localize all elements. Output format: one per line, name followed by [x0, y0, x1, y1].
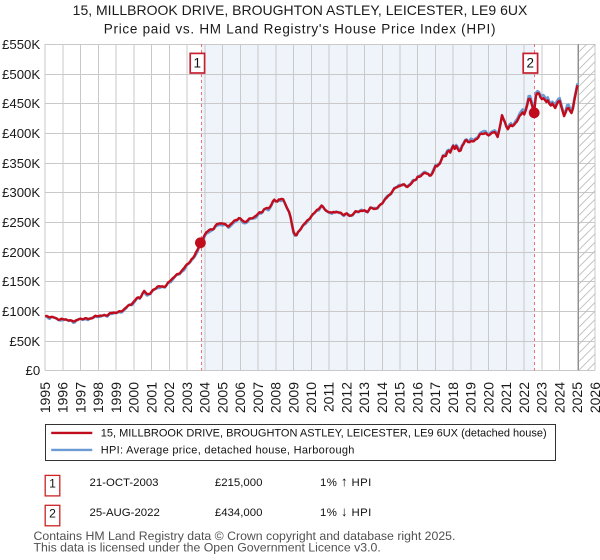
svg-text:2010: 2010 — [303, 382, 319, 413]
svg-text:1997: 1997 — [72, 382, 88, 413]
svg-text:2014: 2014 — [374, 382, 390, 413]
svg-text:2016: 2016 — [409, 382, 425, 413]
svg-text:1998: 1998 — [90, 382, 106, 413]
svg-text:1% ↑ HPI: 1% ↑ HPI — [320, 474, 372, 489]
svg-text:£500K: £500K — [2, 67, 40, 82]
svg-text:1995: 1995 — [37, 382, 53, 413]
svg-text:£350K: £350K — [2, 156, 40, 171]
svg-text:2002: 2002 — [161, 382, 177, 413]
svg-text:£550K: £550K — [2, 37, 40, 52]
svg-text:2005: 2005 — [214, 382, 230, 413]
svg-text:2020: 2020 — [480, 382, 496, 413]
svg-text:£434,000: £434,000 — [215, 507, 263, 519]
svg-text:2001: 2001 — [143, 382, 159, 413]
svg-text:Contains HM Land Registry data: Contains HM Land Registry data © Crown c… — [34, 529, 456, 543]
svg-text:2003: 2003 — [179, 382, 195, 413]
svg-text:15, MILLBROOK DRIVE, BROUGHTON: 15, MILLBROOK DRIVE, BROUGHTON ASTLEY, L… — [73, 2, 528, 18]
svg-text:£50K: £50K — [9, 334, 40, 349]
svg-text:2022: 2022 — [516, 382, 532, 413]
svg-text:2: 2 — [49, 506, 56, 520]
svg-text:This data is licensed under th: This data is licensed under the Open Gov… — [34, 541, 381, 555]
svg-text:£150K: £150K — [2, 274, 40, 289]
svg-text:2013: 2013 — [356, 382, 372, 413]
svg-text:£215,000: £215,000 — [215, 477, 263, 489]
svg-text:£300K: £300K — [2, 185, 40, 200]
svg-text:2012: 2012 — [339, 382, 355, 413]
svg-text:2006: 2006 — [232, 382, 248, 413]
svg-text:2018: 2018 — [445, 382, 461, 413]
svg-text:2015: 2015 — [392, 382, 408, 413]
svg-text:£0: £0 — [26, 363, 41, 378]
svg-text:£450K: £450K — [2, 96, 40, 111]
svg-text:Price paid vs. HM Land Registr: Price paid vs. HM Land Registry's House … — [104, 22, 497, 37]
svg-text:HPI: Average price, detached h: HPI: Average price, detached house, Harb… — [101, 445, 355, 457]
svg-text:2025: 2025 — [569, 382, 585, 413]
svg-text:2017: 2017 — [427, 382, 443, 413]
svg-text:2009: 2009 — [285, 382, 301, 413]
svg-text:15, MILLBROOK DRIVE, BROUGHTON: 15, MILLBROOK DRIVE, BROUGHTON ASTLEY, L… — [101, 428, 547, 440]
svg-text:21-OCT-2003: 21-OCT-2003 — [90, 477, 159, 489]
svg-text:2007: 2007 — [250, 382, 266, 413]
svg-text:1: 1 — [193, 56, 201, 71]
svg-text:25-AUG-2022: 25-AUG-2022 — [90, 507, 160, 519]
svg-text:2: 2 — [526, 56, 534, 71]
svg-text:2004: 2004 — [197, 382, 213, 413]
svg-text:2000: 2000 — [126, 382, 142, 413]
svg-text:£200K: £200K — [2, 245, 40, 260]
svg-text:1999: 1999 — [108, 382, 124, 413]
svg-text:2019: 2019 — [463, 382, 479, 413]
svg-text:1: 1 — [49, 476, 56, 490]
svg-text:2011: 2011 — [321, 382, 337, 412]
svg-text:1996: 1996 — [55, 382, 71, 413]
svg-text:2026: 2026 — [587, 382, 600, 413]
svg-text:£250K: £250K — [2, 215, 40, 230]
svg-text:2023: 2023 — [534, 382, 550, 413]
svg-text:2021: 2021 — [498, 382, 514, 413]
svg-text:£400K: £400K — [2, 126, 40, 141]
svg-text:2024: 2024 — [551, 382, 567, 413]
svg-text:£100K: £100K — [2, 304, 40, 319]
svg-text:2008: 2008 — [268, 382, 284, 413]
svg-text:1% ↓ HPI: 1% ↓ HPI — [320, 504, 372, 519]
